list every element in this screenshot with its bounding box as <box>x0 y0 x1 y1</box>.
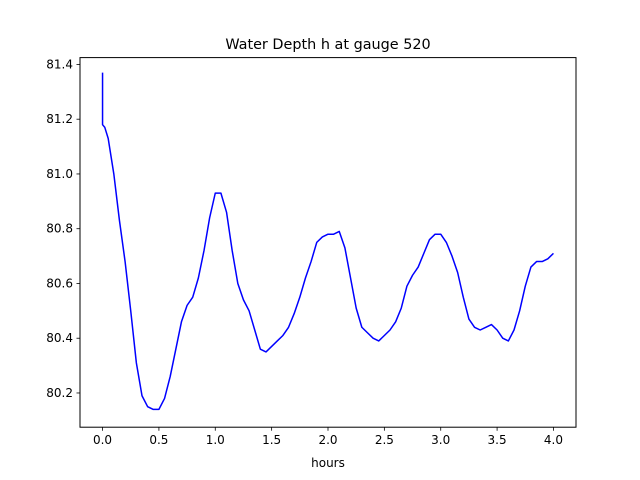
x-tick-label: 1.0 <box>206 433 225 447</box>
y-tick-label: 81.0 <box>46 167 73 181</box>
x-tick-label: 3.5 <box>488 433 507 447</box>
x-axis-ticks: 0.0 0.5 1.0 1.5 2.0 2.5 3.0 3.5 4.0 <box>93 427 563 447</box>
y-tick-label: 80.8 <box>46 222 73 236</box>
x-tick-label: 2.5 <box>375 433 394 447</box>
chart-title: Water Depth h at gauge 520 <box>225 37 430 53</box>
x-tick-label: 4.0 <box>544 433 563 447</box>
y-tick-label: 80.6 <box>46 276 73 290</box>
y-axis-ticks: 80.2 80.4 80.6 80.8 81.0 81.2 81.4 <box>46 57 80 400</box>
x-tick-label: 1.5 <box>262 433 281 447</box>
y-tick-label: 80.4 <box>46 331 73 345</box>
series-line-0 <box>101 72 554 411</box>
x-axis-label: hours <box>311 456 345 470</box>
plot-layer <box>101 72 554 411</box>
x-tick-label: 2.0 <box>318 433 337 447</box>
x-tick-label: 0.0 <box>93 433 112 447</box>
plot-area-frame <box>79 57 577 428</box>
y-tick-label: 81.2 <box>46 112 73 126</box>
y-tick-label: 80.2 <box>46 386 73 400</box>
x-tick-label: 0.5 <box>149 433 168 447</box>
y-tick-label: 81.4 <box>46 57 73 71</box>
x-tick-label: 3.0 <box>431 433 450 447</box>
